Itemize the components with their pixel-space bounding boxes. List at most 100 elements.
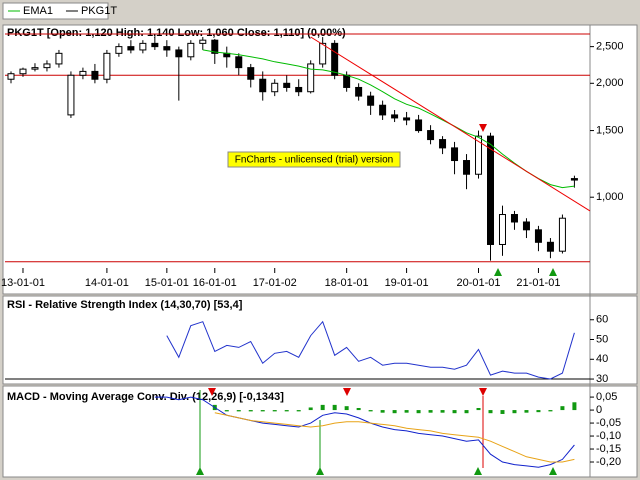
buy-signal <box>196 467 204 475</box>
y-tick-label: 60 <box>596 314 608 326</box>
candle-body <box>247 67 255 80</box>
histogram-bar <box>248 410 253 412</box>
candle-body <box>307 63 315 93</box>
indicator-line <box>214 412 575 463</box>
histogram-bar <box>524 410 529 413</box>
histogram-bar <box>416 410 421 414</box>
rsi-panel <box>2 295 638 385</box>
candle-body <box>271 82 279 93</box>
candle-body <box>343 74 351 88</box>
candle-body <box>427 130 435 141</box>
histogram-bar <box>392 410 397 414</box>
histogram-bar <box>236 410 241 412</box>
y-tick-label: -0,10 <box>596 430 621 442</box>
histogram-bar <box>548 410 553 412</box>
candle-body <box>403 117 411 121</box>
histogram-bar <box>572 402 577 411</box>
buy-signal <box>549 268 557 276</box>
candle-body <box>91 70 99 80</box>
candle-body <box>211 39 219 54</box>
histogram-bar <box>452 410 457 414</box>
candle-body <box>19 68 27 75</box>
histogram-bar <box>428 410 433 413</box>
sell-signal <box>208 388 216 396</box>
candle-body <box>415 119 423 132</box>
x-tick-label: 18-01-01 <box>325 277 369 289</box>
candle-body <box>55 52 63 65</box>
candle-body <box>534 229 542 243</box>
histogram-bar <box>260 410 265 412</box>
trend-line <box>310 36 591 212</box>
x-tick-label: 15-01-01 <box>145 277 189 289</box>
candle-body <box>175 49 183 58</box>
y-tick-label: -0,20 <box>596 456 621 468</box>
buy-signal <box>549 467 557 475</box>
candle-body <box>463 160 471 175</box>
buy-signal <box>316 467 324 475</box>
histogram-bar <box>308 407 313 411</box>
candle-body <box>510 214 518 223</box>
candle-body <box>295 86 303 93</box>
candle-body <box>570 178 578 181</box>
x-tick-label: 13-01-01 <box>1 277 45 289</box>
candle-body <box>355 86 363 97</box>
candle-body <box>187 42 195 58</box>
candle-body <box>67 74 75 116</box>
candle-body <box>487 135 495 245</box>
histogram-bar <box>296 410 301 412</box>
candle-body <box>43 63 51 69</box>
x-tick-label: 20-01-01 <box>456 277 500 289</box>
candle-body <box>367 95 375 106</box>
buy-signal <box>494 268 502 276</box>
candle-body <box>103 52 111 80</box>
candle-body <box>7 73 15 80</box>
histogram-bar <box>272 410 277 412</box>
histogram-bar <box>356 407 361 411</box>
histogram-bar <box>404 410 409 413</box>
y-tick-label: 0 <box>596 404 602 416</box>
histogram-bar <box>344 406 349 411</box>
y-tick-label: -0,15 <box>596 443 621 455</box>
candle-body <box>163 46 171 51</box>
y-tick-label: 0,05 <box>596 391 617 403</box>
candle-body <box>451 147 459 162</box>
x-tick-label: 17-01-02 <box>253 277 297 289</box>
candle-body <box>319 42 327 65</box>
histogram-bar <box>368 410 373 412</box>
legend-box <box>2 2 109 20</box>
y-tick-label: 1,500 <box>596 124 624 136</box>
rsi-title: RSI - Relative Strength Index (14,30,70)… <box>7 299 243 311</box>
candle-body <box>522 221 530 231</box>
candle-body <box>331 42 339 76</box>
y-tick-label: -0,05 <box>596 417 621 429</box>
candle-body <box>199 39 207 44</box>
legend-label: PKG1T <box>81 5 117 17</box>
watermark-box <box>227 151 401 168</box>
histogram-bar <box>560 406 565 411</box>
candle-body <box>439 139 447 149</box>
sell-signal <box>343 388 351 396</box>
candle-body <box>475 135 483 175</box>
buy-signal <box>474 467 482 475</box>
candle-body <box>546 241 554 252</box>
candle-body <box>79 70 87 76</box>
histogram-bar <box>488 410 493 414</box>
macd-title: MACD - Moving Average Conv. Div. (12,26,… <box>7 391 284 403</box>
candle-body <box>259 78 267 93</box>
histogram-bar <box>284 410 289 412</box>
y-tick-label: 2,500 <box>596 41 624 53</box>
histogram-bar <box>512 410 517 414</box>
y-tick-label: 2,000 <box>596 77 624 89</box>
histogram-bar <box>476 407 481 411</box>
ema-line <box>202 49 575 189</box>
histogram-bar <box>320 404 325 411</box>
indicator-line <box>154 396 575 468</box>
histogram-bar <box>500 410 505 414</box>
histogram-bar <box>332 404 337 411</box>
candle-body <box>151 42 159 48</box>
candle-body <box>115 46 123 54</box>
histogram-bar <box>464 410 469 414</box>
sell-signal <box>479 124 487 132</box>
y-tick-label: 50 <box>596 333 608 345</box>
